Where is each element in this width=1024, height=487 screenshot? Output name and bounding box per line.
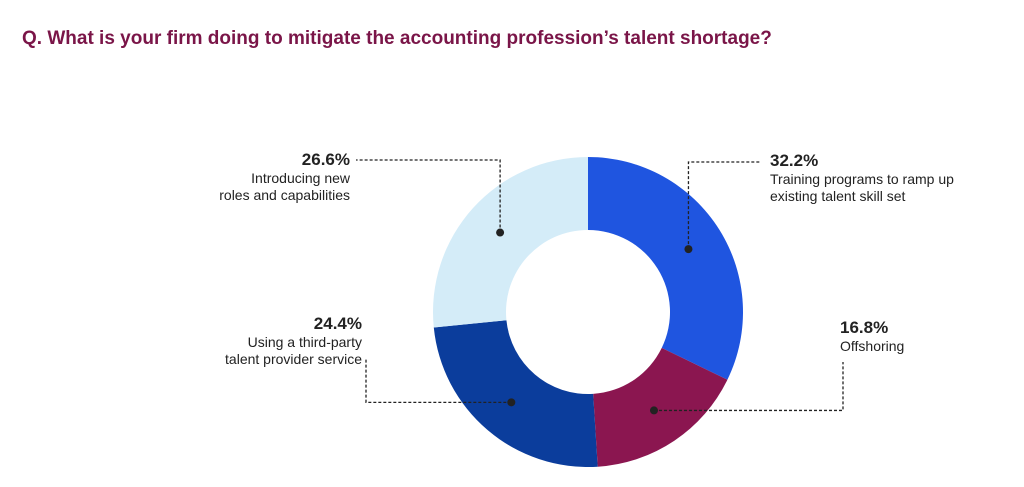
category-label: Offshoring — [840, 338, 905, 354]
donut-slice — [433, 157, 588, 328]
leader-dot — [507, 398, 516, 407]
donut-slice — [433, 320, 598, 467]
chart-title: Q. What is your firm doing to mitigate t… — [22, 28, 772, 49]
slice-label: 16.8% Offshoring — [840, 318, 904, 355]
leader-line — [365, 358, 512, 403]
category-label: Using a third-party talent provider serv… — [225, 334, 362, 367]
category-label: Training programs to ramp up existing ta… — [770, 171, 954, 204]
leader-line — [356, 159, 501, 233]
slice-label: 32.2% Training programs to ramp up existi… — [770, 151, 954, 205]
leader-dot — [684, 245, 693, 254]
donut-slice — [588, 157, 743, 380]
value-label: 32.2% — [770, 151, 819, 170]
leader-line — [687, 161, 760, 250]
slice-label: 24.4% Using a third-party talent provider… — [225, 314, 362, 368]
category-label: Introducing new roles and capabilities — [219, 170, 350, 203]
donut-slice — [593, 347, 728, 467]
value-label: 16.8% — [840, 318, 889, 337]
leader-line — [653, 362, 844, 412]
leader-dot — [649, 406, 658, 415]
value-label: 24.4% — [313, 314, 362, 333]
leader-dot — [496, 228, 505, 237]
value-label: 26.6% — [301, 150, 350, 169]
slice-label: 26.6% Introducing new roles and capabilit… — [219, 150, 350, 204]
